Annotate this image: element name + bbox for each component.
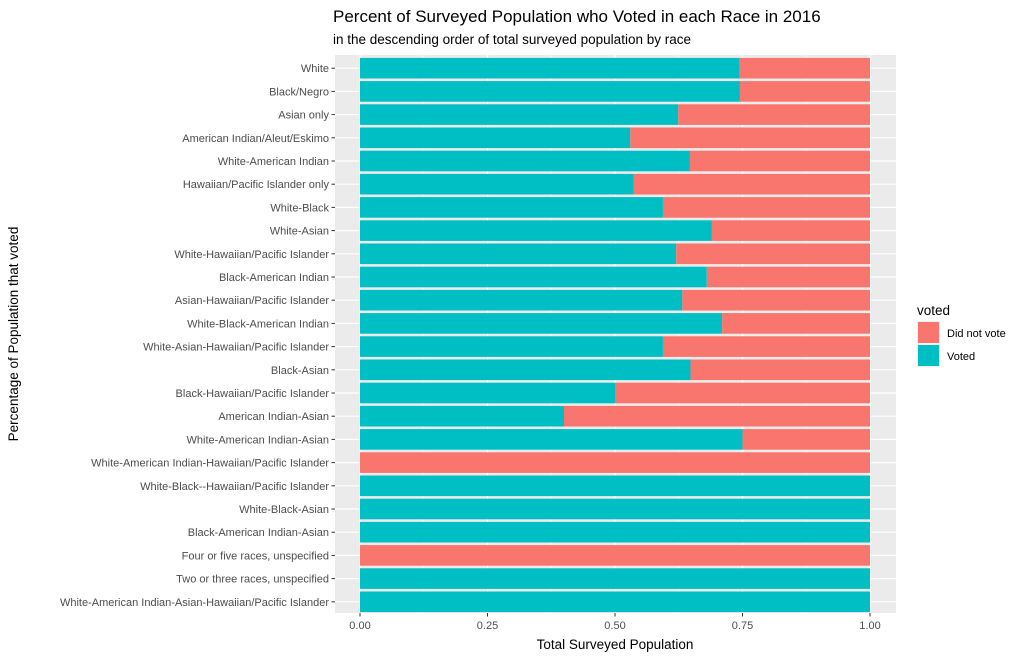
bar-voted [360,429,743,450]
x-tick-label: 0.75 [732,620,753,632]
y-tick-label: American Indian-Asian [218,411,329,423]
x-tick-label: 0.50 [604,620,625,632]
y-tick-label: Two or three races, unspecified [176,574,329,586]
bar-voted [360,81,740,102]
x-tick-label: 0.00 [349,620,370,632]
bar-voted [360,150,690,172]
bar-did-not-vote [662,197,870,218]
y-tick-label: Black-Asian [271,365,329,377]
chart-title: Percent of Surveyed Population who Voted… [333,7,821,26]
bar-did-not-vote [676,243,870,265]
x-tick-label: 1.00 [859,620,880,632]
bar-voted [360,57,740,79]
bar-voted [360,382,615,404]
bar-did-not-vote [630,127,870,149]
y-tick-label: Asian only [278,110,329,122]
bar-did-not-vote [739,57,870,79]
y-tick-label: White-Black-American Indian [187,318,329,330]
bar-voted [360,359,691,381]
y-tick-label: White-Asian-Hawaiian/Pacific Islander [143,342,329,354]
legend-label: Voted [947,351,975,363]
y-tick-label: Black/Negro [269,86,329,98]
bar-voted [360,173,634,195]
legend-swatch [918,322,939,343]
bar-did-not-vote [662,336,870,357]
y-tick-label: White-Hawaiian/Pacific Islander [174,249,329,261]
bar-voted [360,591,870,613]
bar-voted [360,197,663,218]
y-tick-label: Hawaiian/Pacific Islander only [183,179,330,191]
y-tick-label: White-American Indian-Hawaiian/Pacific I… [91,458,329,470]
bar-voted [360,243,677,265]
bar-did-not-vote [360,452,870,473]
bar-did-not-vote [678,104,870,125]
bar-voted [360,498,870,520]
y-tick-label: White-Black--Hawaiian/Pacific Islander [140,481,329,493]
bar-did-not-vote [360,545,870,566]
bar-did-not-vote [615,382,870,404]
bar-did-not-vote [742,429,870,450]
y-tick-label: Black-American Indian [219,272,329,284]
x-axis: 0.00 0.25 0.50 0.75 1.00 [349,613,881,632]
y-tick-label: Asian-Hawaiian/Pacific Islander [175,295,329,307]
y-tick-label: White [301,63,329,75]
y-tick-label: White-American Indian-Asian-Hawaiian/Pac… [60,597,329,609]
bar-did-not-vote [633,173,870,195]
bar-voted [360,127,631,149]
bar-voted [360,313,723,334]
x-tick-label: 0.25 [477,620,498,632]
bar-voted [360,266,707,288]
bar-did-not-vote [739,81,870,102]
legend-label: Did not vote [947,328,1006,340]
bar-did-not-vote [706,266,870,288]
y-axis: White Black/Negro Asian only American India… [60,63,335,609]
bar-voted [360,521,870,543]
y-tick-label: Black-Hawaiian/Pacific Islander [176,388,330,400]
y-tick-label: White-American Indian-Asian [187,434,329,446]
bars [360,57,870,613]
bar-voted [360,289,683,311]
y-tick-label: White-American Indian [218,156,329,168]
y-tick-label: Four or five races, unspecified [182,550,329,562]
bar-did-not-vote [689,150,870,172]
bar-voted [360,568,870,589]
y-tick-label: White-Black [270,202,329,214]
bar-did-not-vote [711,220,870,241]
bar-did-not-vote [564,405,870,427]
bar-did-not-vote [690,359,870,381]
chart-subtitle: in the descending order of total surveye… [333,32,691,47]
bar-did-not-vote [722,313,870,334]
bar-voted [360,405,564,427]
legend-swatch [918,345,939,366]
legend-title: voted [917,303,950,318]
bar-voted [360,104,679,125]
y-tick-label: White-Asian [270,226,329,238]
y-axis-title: Percentage of Population that voted [6,227,21,442]
y-tick-label: White-Black-Asian [239,504,329,516]
x-axis-title: Total Surveyed Population [537,637,694,652]
bar-voted [360,475,870,497]
bar-did-not-vote [682,289,870,311]
bar-voted [360,220,712,241]
y-tick-label: American Indian/Aleut/Eskimo [182,133,329,145]
bar-voted [360,336,663,357]
y-tick-label: Black-American Indian-Asian [188,527,329,539]
legend: voted Did not vote Voted [917,303,1006,367]
